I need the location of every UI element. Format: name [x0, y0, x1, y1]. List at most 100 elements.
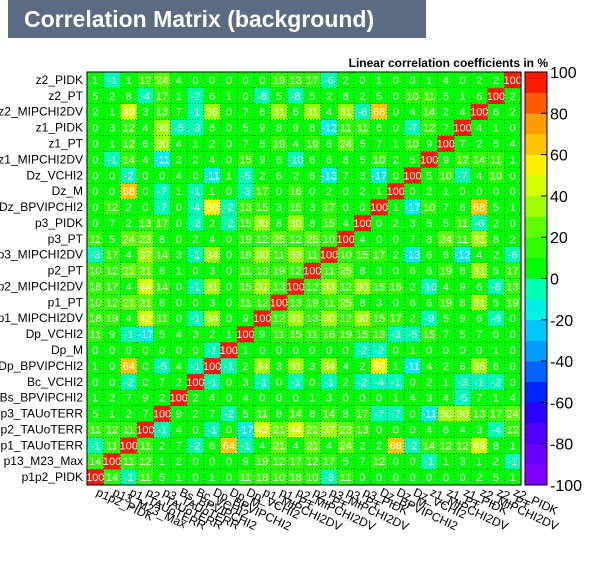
colorbar-segment [525, 443, 547, 465]
cell-value-label: 13 [273, 281, 285, 293]
heatmap-cell [220, 437, 238, 454]
heatmap-cell [320, 453, 338, 470]
cell-value-label: 12 [340, 281, 352, 293]
heatmap-cell [487, 135, 505, 152]
heatmap-cell [137, 135, 155, 152]
heatmap-cell [120, 214, 138, 232]
cell-value-label: 100 [86, 472, 104, 484]
heatmap-cell [437, 310, 455, 327]
cell-value-label: 0 [192, 297, 198, 309]
heatmap-cell [103, 469, 121, 486]
heatmap-cell [137, 310, 155, 327]
heatmap-cell [437, 199, 455, 216]
heatmap-cell [137, 342, 155, 359]
cell-value-label: 0 [276, 186, 282, 198]
heatmap-cell [120, 72, 138, 89]
cell-value-label: 0 [376, 472, 382, 484]
heatmap-cell [370, 357, 388, 375]
heatmap-cell [187, 294, 205, 311]
cell-value-label: 5 [309, 91, 315, 103]
cell-value-label: -7 [408, 123, 418, 135]
cell-value-label: 0 [409, 186, 415, 198]
heatmap-cell [387, 183, 405, 200]
cell-value-label: 5 [343, 456, 349, 468]
cell-value-label: 0 [393, 123, 399, 135]
heatmap-cell [137, 167, 155, 184]
cell-value-label: 2 [343, 75, 349, 87]
heatmap-cell [470, 167, 488, 184]
heatmap-cell [203, 246, 221, 263]
cell-value-label: 7 [409, 234, 415, 246]
cell-value-label: 6 [460, 361, 466, 373]
cell-value-label: 14 [89, 456, 101, 468]
cell-value-label: 5 [159, 329, 165, 341]
heatmap-cell [270, 326, 288, 343]
cell-value-label: 0 [426, 345, 432, 357]
cell-value-label: 9 [142, 393, 148, 405]
cell-value-label: 5 [493, 202, 499, 214]
heatmap-cell [253, 373, 271, 390]
cell-value-label: 2 [159, 440, 165, 452]
heatmap-cell [320, 437, 338, 454]
cell-value-label: 0 [393, 472, 399, 484]
heatmap-cell [237, 357, 255, 375]
cell-value-label: 5 [409, 154, 415, 166]
heatmap-cell [504, 389, 522, 406]
cell-value-label: 1 [393, 202, 399, 214]
cell-value-label: 31 [273, 107, 285, 119]
colorbar-segment [525, 195, 547, 217]
heatmap-cell [354, 151, 372, 168]
cell-value-label: 30 [290, 218, 302, 230]
heatmap-cell [337, 103, 355, 120]
cell-value-label: 2 [426, 186, 432, 198]
heatmap-cell [470, 326, 488, 343]
cell-value-label: 68 [473, 202, 485, 214]
cell-value-label: 2 [393, 218, 399, 230]
heatmap-cell [470, 310, 488, 327]
heatmap-cell [203, 103, 221, 120]
cell-value-label: 6 [209, 123, 215, 135]
cell-value-label: 2 [409, 313, 415, 325]
heatmap-cell [504, 72, 522, 89]
heatmap-cell [120, 262, 138, 279]
heatmap-cell [454, 357, 472, 375]
heatmap-cell [437, 214, 455, 232]
cell-value-label: 0 [142, 377, 148, 389]
cell-value-label: 49 [473, 440, 485, 452]
cell-value-label: 7 [126, 393, 132, 405]
heatmap-cell [437, 262, 455, 279]
cell-value-label: 12 [306, 281, 318, 293]
cell-value-label: -6 [324, 75, 334, 87]
cell-value-label: 14 [156, 281, 168, 293]
heatmap-cell [103, 246, 121, 263]
cell-value-label: -2 [224, 409, 234, 421]
heatmap-cell [87, 294, 104, 311]
cell-value-label: 2 [159, 393, 165, 405]
heatmap-cell [320, 72, 338, 89]
cell-value-label: 42 [256, 424, 268, 436]
heatmap-cell [253, 421, 271, 438]
cell-value-label: 0 [460, 186, 466, 198]
heatmap-cell [153, 405, 171, 422]
cell-value-label: 17 [106, 250, 118, 262]
heatmap-cell [287, 214, 305, 232]
heatmap-cell [237, 278, 255, 295]
cell-value-label: -3 [241, 186, 251, 198]
cell-value-label: -1 [257, 377, 267, 389]
heatmap-cell [420, 183, 438, 200]
heatmap-cell [137, 119, 155, 136]
heatmap-cell [103, 167, 121, 184]
heatmap-cell [437, 151, 455, 168]
heatmap-cell [203, 373, 221, 390]
heatmap-cell [354, 103, 372, 120]
cell-value-label: 5 [443, 313, 449, 325]
cell-value-label: 0 [226, 424, 232, 436]
cell-value-label: 2 [443, 361, 449, 373]
cell-value-label: 17 [323, 202, 335, 214]
heatmap-cell [337, 119, 355, 136]
heatmap-cell [137, 421, 155, 438]
y-tick-label: p2_MIPCHI2DV [0, 279, 83, 293]
cell-value-label: 4 [443, 281, 449, 293]
cell-value-label: 0 [226, 186, 232, 198]
cell-value-label: 2 [192, 393, 198, 405]
